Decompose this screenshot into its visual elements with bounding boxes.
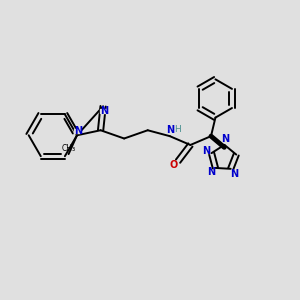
Text: N: N xyxy=(230,169,238,179)
Bar xyxy=(231,172,236,176)
Bar xyxy=(167,128,172,132)
Bar xyxy=(222,137,227,141)
Text: CH₃: CH₃ xyxy=(61,144,76,153)
Text: N: N xyxy=(100,106,108,116)
Bar xyxy=(74,129,80,133)
Bar xyxy=(209,170,214,175)
Bar xyxy=(100,109,106,113)
Text: N: N xyxy=(208,167,216,178)
Text: N: N xyxy=(202,146,210,156)
Bar xyxy=(203,149,209,153)
Text: N: N xyxy=(221,134,229,144)
Text: N: N xyxy=(166,125,174,135)
Bar xyxy=(171,163,176,167)
Bar xyxy=(176,128,179,132)
Text: H: H xyxy=(174,125,181,134)
Text: N: N xyxy=(74,126,82,136)
Text: O: O xyxy=(169,160,177,170)
